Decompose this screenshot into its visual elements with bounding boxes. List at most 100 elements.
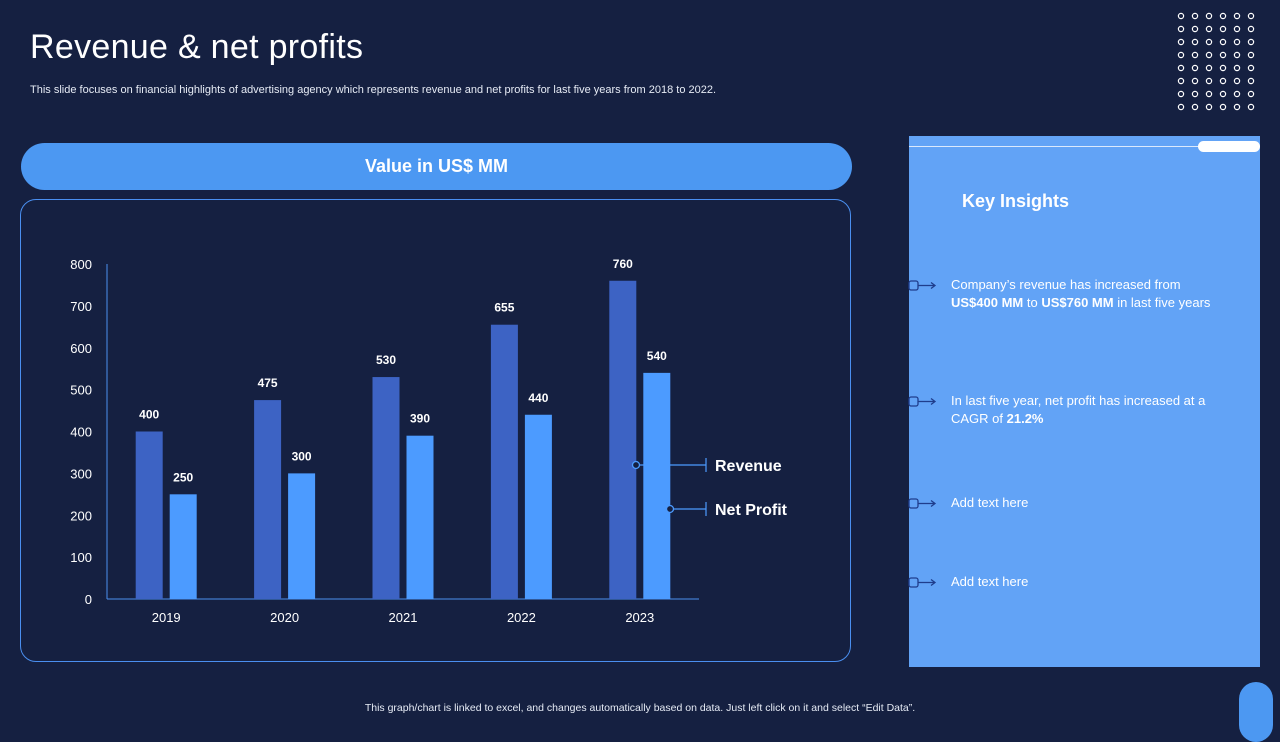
decorative-dot: [1233, 77, 1241, 85]
insight-text[interactable]: Add text here: [951, 495, 1029, 510]
revenue-bar: [254, 400, 282, 599]
decorative-dot: [1191, 25, 1199, 33]
decorative-dot: [1205, 77, 1213, 85]
decorative-dot: [1219, 38, 1227, 46]
data-label: 760: [613, 257, 633, 271]
data-label: 475: [258, 376, 278, 390]
decorative-dot: [1219, 25, 1227, 33]
decorative-dot: [1205, 12, 1213, 20]
data-label: 400: [139, 408, 159, 422]
decorative-dot: [1219, 64, 1227, 72]
y-tick-label: 700: [70, 299, 92, 314]
decorative-dot: [1205, 38, 1213, 46]
decorative-dot: [1247, 12, 1255, 20]
key-insights-heading: Key Insights: [962, 191, 1070, 211]
decorative-dot: [1247, 77, 1255, 85]
revenue-bar: [135, 431, 163, 599]
net-profit-bar: [288, 473, 316, 599]
x-tick-label: 2019: [152, 610, 181, 625]
legend-label: Revenue: [715, 458, 782, 475]
insight-pointer-icon: [908, 577, 937, 588]
decorative-dot: [1247, 38, 1255, 46]
insight-pointer-icon: [908, 280, 937, 291]
data-label: 540: [647, 349, 667, 363]
decorative-dot: [1233, 90, 1241, 98]
data-label: 440: [528, 391, 548, 405]
x-tick-label: 2021: [389, 610, 418, 625]
decorative-dot: [1177, 64, 1185, 72]
decorative-dot: [1191, 103, 1199, 111]
page-subtitle: This slide focuses on financial highligh…: [30, 84, 717, 96]
decorative-dot: [1191, 38, 1199, 46]
key-insights-panel: [909, 136, 1260, 667]
footer-note: This graph/chart is linked to excel, and…: [364, 702, 916, 714]
panel-accent-bar: [1198, 141, 1260, 152]
net-profit-bar: [524, 414, 552, 599]
insight-pointer-icon: [908, 396, 937, 407]
y-tick-label: 300: [70, 466, 92, 481]
decorative-dot: [1219, 12, 1227, 20]
decorative-dot: [1191, 12, 1199, 20]
y-tick-label: 0: [85, 592, 92, 607]
y-tick-label: 200: [70, 508, 92, 523]
decorative-dot: [1233, 103, 1241, 111]
revenue-bar: [490, 324, 518, 599]
value-unit-banner: Value in US$ MM: [21, 143, 852, 190]
decorative-dot: [1219, 90, 1227, 98]
decorative-dot: [1177, 103, 1185, 111]
decorative-dot: [1205, 25, 1213, 33]
y-tick-label: 500: [70, 383, 92, 398]
decorative-dot: [1177, 77, 1185, 85]
decorative-dot: [1247, 90, 1255, 98]
decorative-dot: [1247, 103, 1255, 111]
decorative-corner-circle: [1239, 682, 1273, 742]
decorative-dot: [1191, 90, 1199, 98]
net-profit-bar: [169, 494, 197, 599]
net-profit-bar: [643, 372, 671, 599]
decorative-dot: [1205, 90, 1213, 98]
decorative-dot: [1191, 51, 1199, 59]
net-profit-bar: [406, 435, 434, 599]
revenue-bar: [372, 377, 400, 599]
decorative-dot: [1205, 64, 1213, 72]
insight-text: Company’s revenue has increased from US$…: [951, 277, 1211, 310]
decorative-dot: [1219, 51, 1227, 59]
legend-label: Net Profit: [715, 502, 788, 519]
data-label: 250: [173, 470, 193, 484]
decorative-dot: [1177, 38, 1185, 46]
insight-pointer-icon: [908, 498, 937, 509]
chart-frame: [20, 199, 851, 662]
decorative-dot: [1233, 64, 1241, 72]
data-label: 530: [376, 353, 396, 367]
data-label: 655: [494, 301, 514, 315]
x-tick-label: 2023: [625, 610, 654, 625]
decorative-dot: [1247, 64, 1255, 72]
decorative-dot: [1219, 77, 1227, 85]
decorative-dot: [1177, 51, 1185, 59]
decorative-dot: [1191, 64, 1199, 72]
bar-chart[interactable]: 0 100 200 300 400 500 600 700 800 2019 400 250 2020 4…: [20, 199, 851, 662]
y-tick-label: 600: [70, 341, 92, 356]
page-title: Revenue & net profits: [30, 28, 364, 66]
data-label: 300: [292, 449, 312, 463]
legend-marker: [665, 504, 675, 514]
decorative-dot: [1233, 12, 1241, 20]
value-unit-label: Value in US$ MM: [364, 156, 509, 176]
decorative-dot: [1233, 51, 1241, 59]
insight-text[interactable]: Add text here: [951, 574, 1029, 589]
decorative-dot-grid: [1177, 12, 1255, 111]
data-label: 390: [410, 412, 430, 426]
decorative-dot: [1247, 51, 1255, 59]
y-tick-label: 800: [70, 257, 92, 272]
decorative-dot: [1233, 25, 1241, 33]
decorative-dot: [1233, 38, 1241, 46]
decorative-dot: [1205, 51, 1213, 59]
x-tick-label: 2020: [270, 610, 299, 625]
decorative-dot: [1177, 12, 1185, 20]
decorative-dot: [1247, 25, 1255, 33]
panel-divider: [909, 146, 1199, 147]
decorative-dot: [1219, 103, 1227, 111]
decorative-dot: [1177, 25, 1185, 33]
decorative-dot: [1205, 103, 1213, 111]
revenue-bar: [609, 280, 637, 599]
